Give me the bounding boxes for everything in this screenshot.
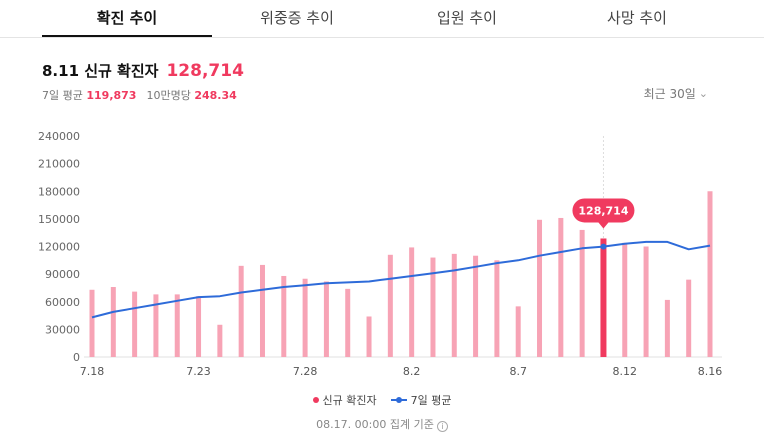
x-tick-label: 7.28 (293, 365, 318, 378)
bar-new-cases (132, 291, 138, 357)
bar-new-cases (110, 287, 116, 357)
footnote: 08.17. 00:00 집계 기준 i (0, 416, 764, 432)
bar-new-cases (579, 229, 585, 357)
bar-new-cases (153, 294, 159, 357)
confirmed-cases-chart: 0 30000 60000 90000 120000 150000 180000 210000… (38, 130, 723, 378)
bar-new-cases (643, 246, 649, 357)
legend-label-7day-avg: 7일 평균 (410, 394, 452, 407)
y-tick-label: 210000 (38, 158, 80, 171)
summary-headline: 8.11 신규 확진자 128,714 (42, 60, 244, 81)
bar-new-cases (515, 306, 521, 357)
tab-death-trend[interactable]: 사망 추이 (607, 9, 667, 27)
avg-value: 119,873 (86, 89, 137, 102)
summary-title: 8.11 신규 확진자 (42, 62, 159, 80)
bar-new-cases (89, 289, 95, 357)
tooltip-pointer (598, 222, 609, 229)
line-7day-average (91, 240, 711, 319)
bar-new-cases (174, 294, 180, 357)
bar-new-cases (664, 299, 670, 357)
period-dropdown[interactable]: 최근 30일 ⌄ (644, 85, 708, 102)
avg-label: 7일 평균 (42, 89, 83, 102)
tab-hospitalized-trend[interactable]: 입원 추이 (437, 9, 497, 27)
legend-line-icon (390, 396, 407, 404)
x-tick-label: 8.2 (403, 365, 421, 378)
y-tick-label: 0 (73, 351, 80, 364)
bar-new-cases (217, 324, 223, 357)
y-tick-label: 150000 (38, 213, 80, 226)
x-tick-label: 8.12 (613, 365, 638, 378)
bar-new-cases (600, 238, 607, 357)
legend-dot-icon (312, 397, 319, 403)
period-label: 최근 30일 (643, 87, 696, 101)
bar-new-cases (387, 254, 393, 357)
bar-new-cases (494, 260, 500, 357)
x-tick-label: 7.18 (80, 365, 105, 378)
tab-bar: 확진 추이 위중증 추이 입원 추이 사망 추이 (0, 0, 764, 38)
bar-new-cases (345, 288, 351, 357)
legend-label-new-cases: 신규 확진자 (322, 394, 377, 407)
tooltip-bubble (572, 198, 635, 223)
y-tick-label: 30000 (45, 323, 80, 336)
avg-point-highlight (600, 243, 607, 250)
y-tick-label: 240000 (38, 130, 80, 143)
bar-new-cases (302, 278, 308, 357)
bar-new-cases (281, 275, 287, 357)
bar-new-cases (707, 191, 713, 357)
chart-legend: 신규 확진자 7일 평균 (0, 392, 764, 408)
tab-confirmed-trend[interactable]: 확진 추이 (42, 0, 212, 37)
bar-new-cases (238, 265, 244, 357)
bar-new-cases (259, 264, 265, 357)
legend-item-7day-avg[interactable]: 7일 평균 (390, 392, 452, 408)
tab-critical-trend[interactable]: 위중증 추이 (260, 9, 334, 27)
y-tick-label: 180000 (38, 185, 80, 198)
per-100k-label: 10만명당 (146, 89, 191, 102)
x-tick-label: 8.7 (509, 365, 527, 378)
bar-new-cases (366, 316, 372, 357)
per-100k-value: 248.34 (194, 89, 237, 102)
y-tick-label: 120000 (38, 241, 80, 254)
bar-new-cases (537, 219, 543, 357)
footnote-text: 08.17. 00:00 집계 기준 (316, 418, 434, 431)
x-tick-label: 8.16 (698, 365, 723, 378)
bar-new-cases (451, 253, 457, 357)
legend-item-new-cases[interactable]: 신규 확진자 (312, 392, 377, 408)
tooltip-label: 128,714 (578, 204, 628, 217)
bar-new-cases (409, 247, 415, 357)
bar-new-cases (430, 257, 436, 357)
bar-new-cases (622, 242, 628, 357)
y-tick-label: 60000 (45, 296, 80, 309)
info-icon[interactable]: i (436, 421, 448, 432)
bar-new-cases (196, 296, 202, 357)
chevron-down-icon: ⌄ (698, 87, 708, 100)
y-tick-label: 90000 (45, 268, 80, 281)
bar-new-cases (473, 255, 479, 357)
bar-new-cases (686, 279, 692, 357)
summary-value: 128,714 (166, 61, 244, 81)
bar-new-cases (323, 281, 329, 357)
summary-subline: 7일 평균 119,873 10만명당 248.34 (42, 87, 237, 103)
bar-new-cases (558, 217, 564, 357)
x-tick-label: 7.23 (186, 365, 211, 378)
